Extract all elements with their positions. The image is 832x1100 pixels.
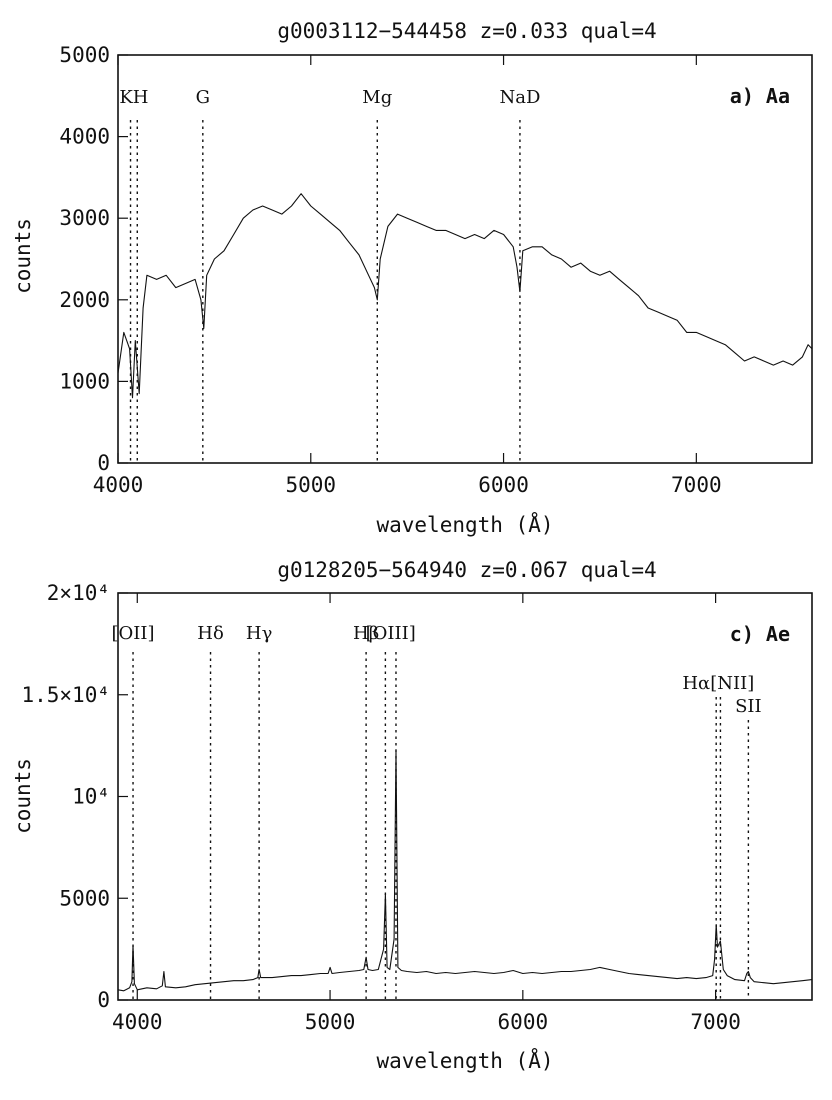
line-label-h: Hβ — [353, 623, 379, 644]
panel-c-y-tick-label: 1.5×10⁴ — [21, 683, 110, 707]
panel-a-x-tick-label: 7000 — [671, 473, 722, 497]
panel-c-spectrum-line — [117, 749, 813, 992]
panel-c-x-axis-label: wavelength (Å) — [376, 1047, 553, 1073]
panel-a-plot-frame — [117, 54, 813, 464]
panel-c-x-tick-label: 7000 — [690, 1010, 741, 1034]
panel-a-x-tick-label: 4000 — [93, 473, 144, 497]
panel-a-y-axis-label: counts — [11, 218, 35, 294]
panel-a-y-tick-label: 2000 — [59, 288, 110, 312]
line-label-oiii: [OIII] — [366, 623, 416, 644]
line-label-hnii: Hα[NII] — [682, 673, 754, 694]
panel-a-spectrum-line — [117, 193, 813, 399]
panel-c-y-tick-label: 0 — [97, 988, 110, 1012]
panel-a-y-tick-label: 1000 — [59, 369, 110, 393]
panel-c-plot-frame — [117, 592, 813, 1001]
panel-a-x-tick-label: 6000 — [478, 473, 529, 497]
panel-c-title: g0128205−564940 z=0.067 qual=4 — [277, 558, 656, 582]
panel-a-y-tick-label: 4000 — [59, 125, 110, 149]
panel-c-label: c) Ae — [730, 622, 790, 646]
panel-a-x-axis-label: wavelength (Å) — [376, 511, 553, 537]
panel-a-label: a) Aa — [730, 84, 790, 108]
line-label-kh: KH — [119, 87, 148, 108]
panel-a-aa: g0003112−544458 z=0.033 qual=4 a) Aa wav… — [11, 19, 813, 537]
line-label-g: G — [196, 87, 210, 108]
panel-a-y-tick-label: 5000 — [59, 43, 110, 67]
line-label-h: Hγ — [246, 623, 272, 644]
line-label-oii: [OII] — [112, 623, 155, 644]
panel-a-y-tick-label: 0 — [97, 451, 110, 475]
line-label-nad: NaD — [499, 87, 540, 108]
panel-c-y-tick-label: 2×10⁴ — [47, 581, 110, 605]
panel-c-y-axis-label: counts — [11, 758, 35, 834]
panel-c-ae: g0128205−564940 z=0.067 qual=4 c) Ae wav… — [11, 558, 813, 1073]
panel-a-title: g0003112−544458 z=0.033 qual=4 — [277, 19, 656, 43]
panel-a-y-tick-label: 3000 — [59, 206, 110, 230]
line-label-h: Hδ — [197, 623, 224, 644]
panel-c-y-tick-label: 5000 — [59, 886, 110, 910]
panel-c-y-tick-label: 10⁴ — [72, 785, 110, 809]
panel-c-x-tick-label: 6000 — [498, 1010, 549, 1034]
panel-c-x-tick-label: 5000 — [305, 1010, 356, 1034]
line-label-sii: SII — [735, 696, 762, 717]
line-label-mg: Mg — [362, 87, 392, 108]
panel-c-x-tick-label: 4000 — [112, 1010, 163, 1034]
panel-a-x-tick-label: 5000 — [285, 473, 336, 497]
